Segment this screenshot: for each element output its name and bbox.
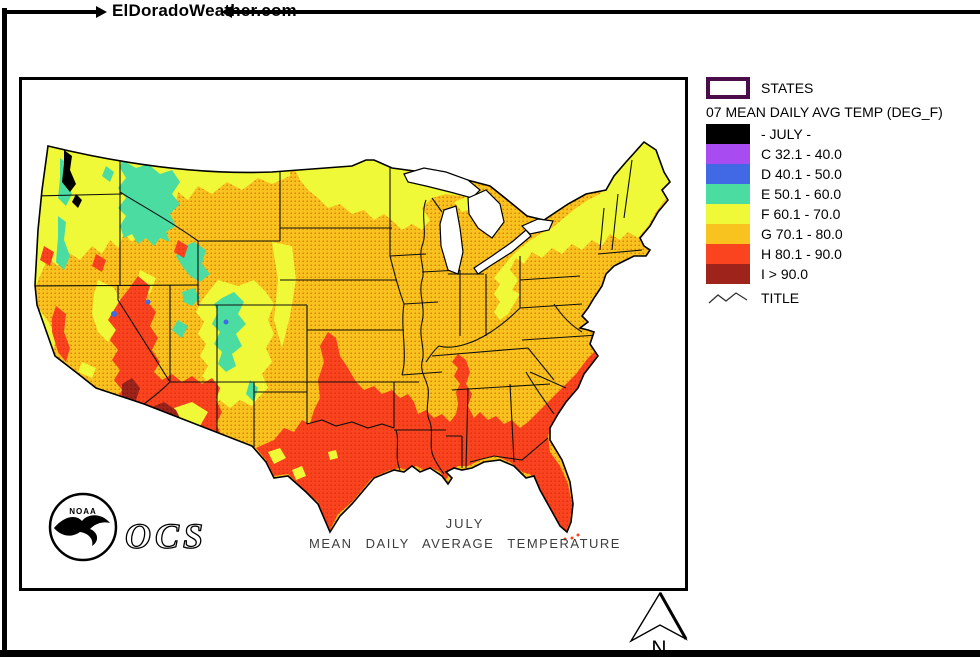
- legend-entry: - JULY -: [706, 124, 978, 144]
- legend-entry-label: G 70.1 - 80.0: [761, 226, 843, 242]
- compass-label: N: [651, 637, 666, 658]
- noaa-label: NOAA: [69, 507, 97, 516]
- us-temperature-map: NOAA OCS JULY MEAN DAILY AVERAGE TEMPERA…: [19, 77, 688, 591]
- legend-entry-label: F 60.1 - 70.0: [761, 206, 841, 222]
- title-line-label: TITLE: [761, 290, 800, 306]
- legend-entry: D 40.1 - 50.0: [706, 164, 978, 184]
- map-caption-line2: MEAN DAILY AVERAGE TEMPERATURE: [309, 536, 621, 551]
- legend-entry: I > 90.0: [706, 264, 978, 284]
- legend-entry-label: E 50.1 - 60.0: [761, 186, 842, 202]
- legend-swatch: [706, 204, 750, 224]
- map-caption-line1: JULY: [446, 516, 485, 531]
- legend: STATES 07 MEAN DAILY AVG TEMP (DEG_F) - …: [706, 76, 978, 309]
- header-rule-left: [2, 10, 96, 14]
- legend-swatch: [706, 184, 750, 204]
- arrow-right-icon: [96, 6, 107, 18]
- legend-title-row: TITLE: [706, 287, 978, 309]
- legend-title: 07 MEAN DAILY AVG TEMP (DEG_F): [706, 104, 943, 120]
- page-frame-bottom: [0, 650, 980, 657]
- great-lakes: [403, 167, 554, 275]
- us-map-image: NOAA OCS JULY MEAN DAILY AVERAGE TEMPERA…: [34, 141, 671, 562]
- site-title[interactable]: ElDoradoWeather.com: [112, 1, 297, 20]
- title-line-icon: [708, 292, 748, 304]
- legend-swatch: [706, 224, 750, 244]
- legend-states-row: STATES: [706, 76, 978, 100]
- arrow-left-icon: [221, 6, 232, 18]
- legend-entry-label: D 40.1 - 50.0: [761, 166, 842, 182]
- legend-entry: E 50.1 - 60.0: [706, 184, 978, 204]
- legend-entry-label: H 80.1 - 90.0: [761, 246, 842, 262]
- legend-entry: C 32.1 - 40.0: [706, 144, 978, 164]
- legend-entry-label: I > 90.0: [761, 266, 809, 282]
- states-label: STATES: [761, 80, 814, 96]
- legend-swatch: [706, 144, 750, 164]
- legend-entry-label: C 32.1 - 40.0: [761, 146, 842, 162]
- legend-entry-label: - JULY -: [761, 126, 812, 142]
- legend-entries: - JULY - C 32.1 - 40.0 D 40.1 - 50.0 E 50.1…: [706, 124, 978, 284]
- header-rule-right: [231, 10, 980, 14]
- legend-swatch: [706, 264, 750, 284]
- north-arrow: N: [618, 590, 704, 660]
- legend-swatch: [706, 124, 750, 144]
- states-outline-swatch: [706, 77, 750, 99]
- legend-entry: F 60.1 - 70.0: [706, 204, 978, 224]
- ocs-label: OCS: [125, 516, 207, 556]
- florida-keys: [563, 533, 580, 541]
- legend-entry: H 80.1 - 90.0: [706, 244, 978, 264]
- noaa-logo: NOAA: [48, 492, 118, 562]
- legend-swatch: [706, 164, 750, 184]
- legend-swatch: [706, 244, 750, 264]
- page-frame-left: [2, 8, 7, 657]
- north-arrow-icon: [629, 591, 688, 643]
- legend-entry: G 70.1 - 80.0: [706, 224, 978, 244]
